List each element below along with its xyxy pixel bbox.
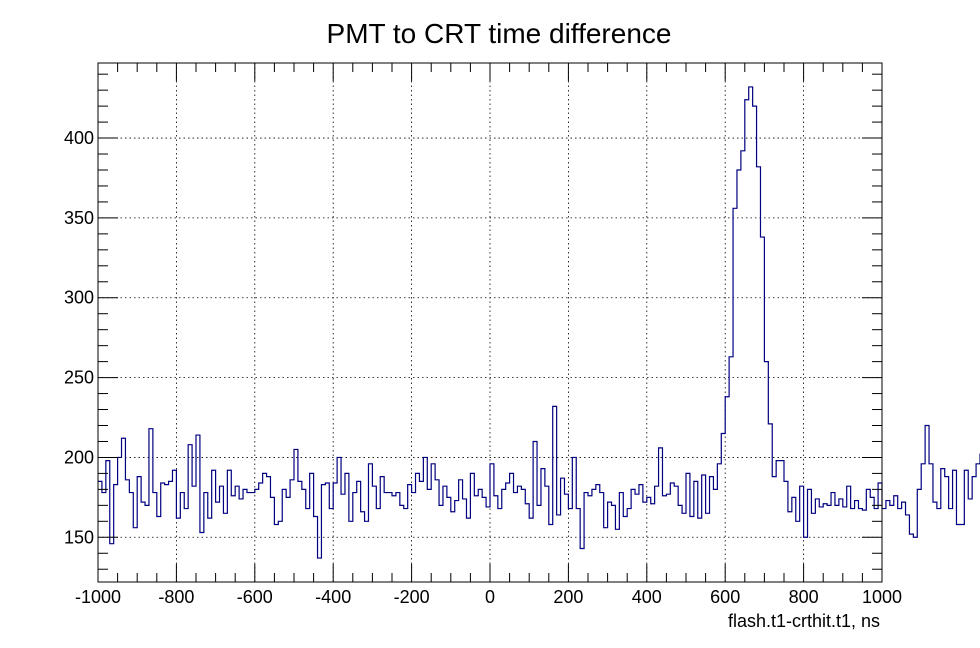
x-tick-label: 0 <box>485 587 495 607</box>
y-tick-label: 150 <box>64 527 94 547</box>
chart-title: PMT to CRT time difference <box>327 18 672 49</box>
x-tick-label: -800 <box>158 587 194 607</box>
y-tick-label: 400 <box>64 128 94 148</box>
x-tick-label: -1000 <box>75 587 121 607</box>
x-tick-label: -600 <box>237 587 273 607</box>
histogram-series-line <box>98 86 980 559</box>
axis-ticks <box>97 63 883 582</box>
y-tick-label: 350 <box>64 208 94 228</box>
x-tick-label: 800 <box>789 587 819 607</box>
tick-labels: -1000 -800 -600 -400 -200 0 200 400 600 800 1000 15… <box>64 128 902 607</box>
x-tick-label: 400 <box>632 587 662 607</box>
y-tick-label: 200 <box>64 447 94 467</box>
x-tick-label: 600 <box>710 587 740 607</box>
x-tick-label: 200 <box>553 587 583 607</box>
x-axis-label: flash.t1-crthit.t1, ns <box>728 611 880 631</box>
x-tick-label: -200 <box>394 587 430 607</box>
y-tick-label: 250 <box>64 368 94 388</box>
grid-lines <box>98 63 882 582</box>
y-tick-label: 300 <box>64 288 94 308</box>
x-tick-label: -400 <box>315 587 351 607</box>
x-tick-label: 1000 <box>862 587 902 607</box>
